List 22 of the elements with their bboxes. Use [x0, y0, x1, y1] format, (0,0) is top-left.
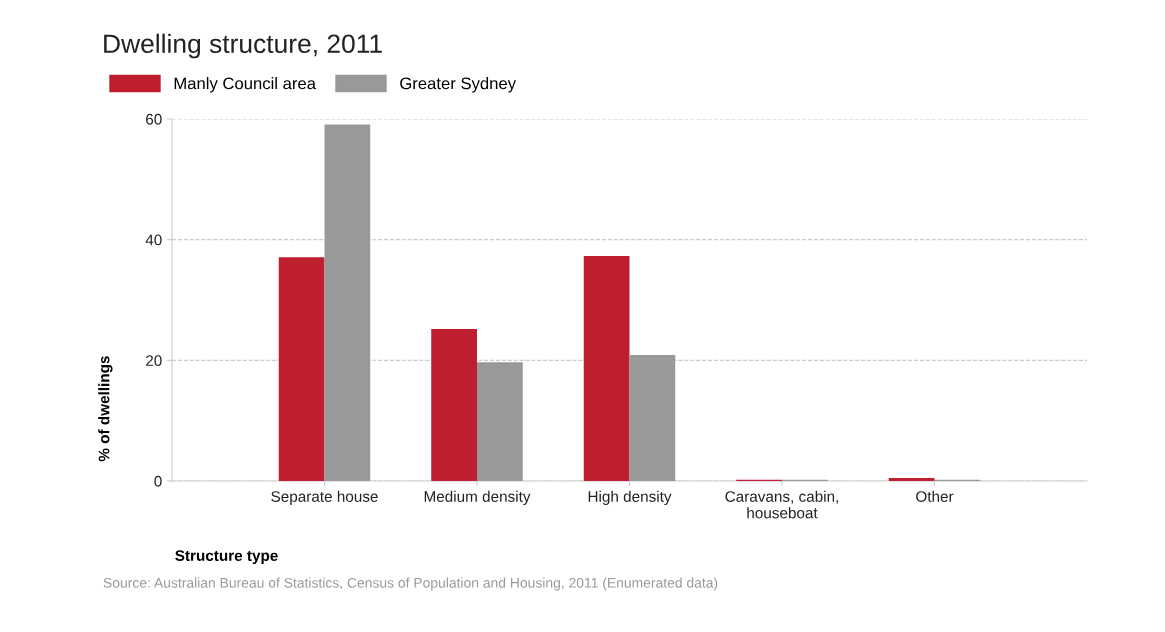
- y-tick-label: 0: [154, 475, 162, 487]
- y-tick-label: 60: [146, 113, 162, 125]
- legend-label: Greater Sydney: [400, 77, 517, 93]
- bar: [431, 328, 477, 481]
- x-tick-label: High density: [588, 490, 672, 505]
- bar: [324, 124, 371, 481]
- bar: [583, 255, 630, 481]
- source-note: Source: Australian Bureau of Statistics, Census of Population and Housing, 2011 (Enumerated data): [103, 577, 718, 591]
- x-tick-label: Medium density: [424, 490, 531, 505]
- legend-label: Manly Council area: [174, 77, 316, 93]
- x-axis-title: Structure type: [175, 550, 278, 565]
- x-tick-label: Other: [916, 490, 954, 502]
- x-tick-label: Caravans, cabin, houseboat: [725, 490, 838, 519]
- bar: [477, 362, 523, 481]
- chart-title: Dwelling structure, 2011: [104, 33, 382, 59]
- x-tick-label: Separate house: [271, 490, 378, 505]
- bar: [278, 257, 325, 481]
- y-axis-title: % of dwellings: [98, 356, 113, 462]
- y-tick-label: 20: [146, 355, 162, 367]
- bar: [888, 477, 935, 481]
- bar: [629, 354, 676, 481]
- y-tick-label: 40: [145, 234, 162, 246]
